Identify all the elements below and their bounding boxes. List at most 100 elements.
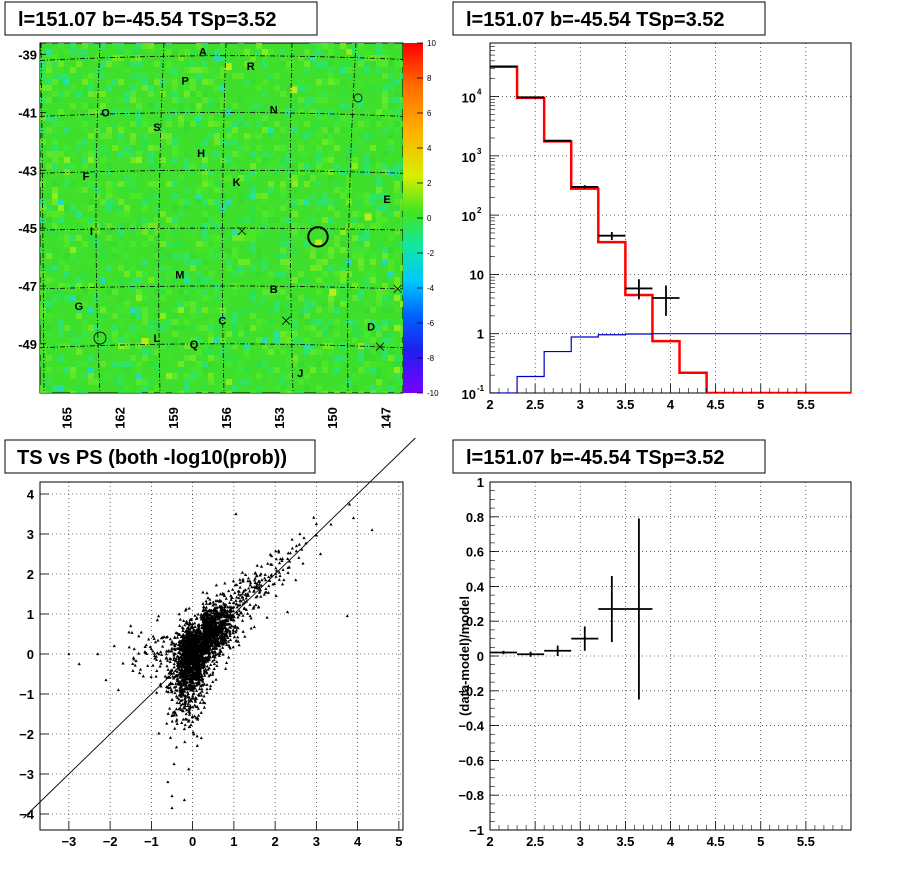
residual-ytick-label: 0 (477, 649, 484, 664)
scatter-point (210, 635, 215, 639)
sky-map-pixel (76, 307, 82, 313)
sky-map-pixel (394, 187, 400, 193)
sky-map-pixel (118, 145, 124, 151)
sky-map-pixel (118, 379, 124, 385)
sky-map-pixel (76, 349, 82, 355)
sky-map-pixel (250, 193, 256, 199)
sky-map-pixel (244, 145, 250, 151)
sky-map-pixel (250, 217, 256, 223)
scatter-point (205, 648, 209, 652)
scatter-point (190, 661, 194, 665)
sky-map-pixel (202, 349, 208, 355)
sky-map-pixel (136, 379, 142, 385)
sky-map-pixel (118, 277, 124, 283)
sky-map-pixel (52, 49, 58, 55)
sky-map-pixel (82, 115, 88, 121)
sky-map-pixel (76, 277, 82, 283)
scatter-point (190, 635, 194, 639)
sky-map-pixel (280, 307, 286, 313)
sky-map-pixel (256, 391, 262, 393)
sky-map-pixel (334, 391, 340, 393)
sky-map-pixel (238, 145, 244, 151)
sky-map-pixel (172, 79, 178, 85)
sky-map-pixel (328, 265, 334, 271)
sky-map-pixel (382, 49, 388, 55)
sky-map-pixel (46, 49, 52, 55)
sky-map-pixel (232, 307, 238, 313)
sky-map-pixel (196, 361, 202, 367)
sky-map-pixel (166, 319, 172, 325)
sky-map-pixel (364, 109, 370, 115)
sky-map-pixel (346, 175, 352, 181)
scatter-point (178, 651, 182, 655)
sky-map-pixel (274, 307, 280, 313)
sky-map-pixel (118, 79, 124, 85)
sky-map-cross-marker (375, 342, 385, 352)
scatter-point (211, 653, 215, 657)
sky-map-pixel (94, 67, 100, 73)
sky-map-pixel (40, 289, 46, 295)
sky-map-pixel (142, 385, 148, 391)
sky-map-pixel (64, 295, 70, 301)
sky-map-pixel (172, 151, 178, 157)
scatter-point (193, 674, 197, 678)
scatter-point (188, 636, 192, 640)
sky-map-pixel (346, 103, 352, 109)
sky-map-pixel (142, 79, 148, 85)
sky-map-pixel (70, 391, 76, 393)
sky-map-pixel (286, 151, 292, 157)
sky-map-pixel (328, 229, 334, 235)
sky-map-pixel (334, 121, 340, 127)
sky-map-pixel (88, 325, 94, 331)
sky-map-pixel (286, 313, 292, 319)
sky-map-pixel (256, 319, 262, 325)
scatter-point (158, 659, 162, 662)
sky-map-pixel (250, 229, 256, 235)
scatter-point (282, 578, 286, 582)
scatter-point (178, 617, 182, 621)
scatter-point (173, 646, 177, 650)
residual-ylabel: (data-model)/model (457, 596, 472, 716)
scatter-point (202, 670, 206, 674)
scatter-xtick-label: 4 (354, 834, 362, 849)
sky-map-pixel (172, 139, 178, 145)
sky-map-pixel (148, 145, 154, 151)
sky-map-pixel (112, 337, 118, 343)
sky-map-pixel (298, 361, 304, 367)
sky-map-pixel (130, 175, 136, 181)
sky-map-pixel (292, 223, 298, 229)
sky-map-pixel (376, 223, 382, 229)
sky-map-pixel (76, 295, 82, 301)
sky-map-pixel (82, 301, 88, 307)
sky-map-pixel (244, 343, 250, 349)
scatter-point (258, 588, 263, 592)
sky-map-pixel (292, 199, 298, 205)
sky-map-pixel (250, 181, 256, 187)
sky-map-pixel (184, 115, 190, 121)
sky-map-pixel (364, 385, 370, 391)
residual-panel: 2 2.5 3 3.5 4 4.5 5 5.5−1−0.8−0.6−0.4−0.200.20.… (452, 439, 852, 849)
sky-map-pixel (388, 115, 394, 121)
sky-map-pixel (364, 277, 370, 283)
sky-map-pixel (292, 337, 298, 343)
sky-map-pixel (64, 235, 70, 241)
sky-map-pixel (70, 337, 76, 343)
scatter-point (187, 708, 192, 712)
sky-map-pixel (208, 379, 214, 385)
scatter-point (183, 723, 187, 727)
sky-map-pixel (190, 121, 196, 127)
sky-map-pixel (118, 265, 124, 271)
scatter-point (182, 619, 186, 623)
scatter-point (198, 700, 202, 704)
sky-map-pixel (256, 49, 262, 55)
sky-map-pixel (382, 259, 388, 265)
sky-map-pixel (346, 379, 352, 385)
sky-map-pixel (214, 199, 220, 205)
scatter-point (192, 732, 196, 736)
sky-map-pixel (214, 223, 220, 229)
sky-map-pixel (130, 157, 136, 163)
scatter-point (190, 687, 194, 691)
sky-map-pixel (376, 121, 382, 127)
sky-map-pixel (394, 121, 400, 127)
sky-map-parallel (40, 55, 403, 61)
